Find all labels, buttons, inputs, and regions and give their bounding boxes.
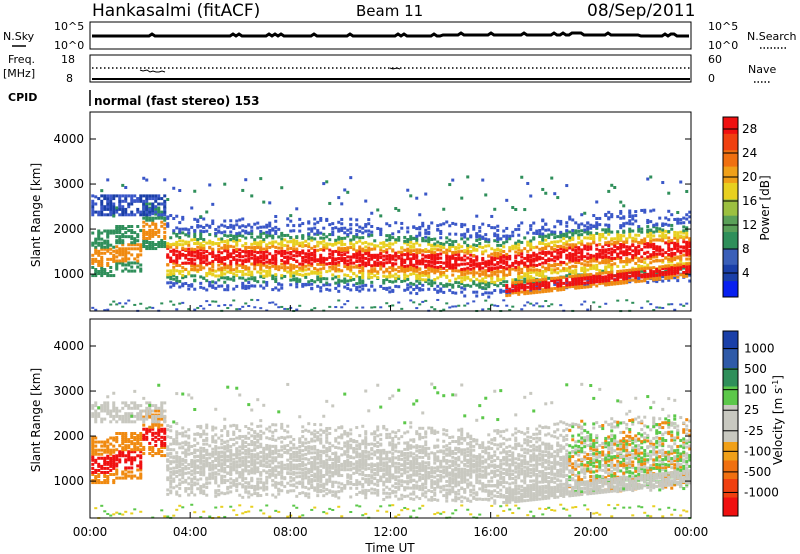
freq-panel: Freq. [MHz] 18 8 60 0 Nave <box>3 53 776 85</box>
nsky-lo-tick: 10^0 <box>54 39 84 52</box>
x-tick-label: 00:00 <box>674 525 709 539</box>
power-cbar-segment <box>723 198 738 216</box>
velocity-cbar-segment <box>723 460 738 480</box>
nave-lo-tick: 0 <box>708 72 715 85</box>
power-cbar-segment <box>723 133 738 151</box>
velocity-cbar-tick-label: -1000 <box>744 485 779 499</box>
nave-hi-tick: 60 <box>708 53 722 66</box>
x-tick-label: 08:00 <box>273 525 308 539</box>
power-cbar-segment <box>723 166 738 183</box>
velocity-cbar-tick-label: -500 <box>744 465 771 479</box>
cpid-label: CPID <box>8 91 37 104</box>
velocity-cbar-segment <box>723 497 738 517</box>
velocity-data-layer <box>91 382 692 520</box>
velocity-cbar-segment <box>723 423 738 443</box>
power-cbar-segment <box>723 149 738 167</box>
y-tick-label: 4000 <box>53 339 84 353</box>
time-axis-label: Time UT <box>364 541 415 554</box>
velocity-cbar-segment <box>723 368 738 387</box>
power-cbar-segment <box>723 231 738 249</box>
date-label: 08/Sep/2011 <box>587 1 695 21</box>
freq-lo-tick: 8 <box>66 72 73 85</box>
power-cbar-tick-label: 16 <box>742 194 757 208</box>
velocity-cbar-segment <box>723 479 738 498</box>
nsearch-label: N.Search <box>747 30 797 43</box>
cpid-row: CPID normal (fast stereo) 153 <box>8 90 260 108</box>
nave-label: Nave <box>748 63 776 76</box>
velocity-y-ticks: 1000 2000 3000 4000 <box>53 339 691 488</box>
velocity-ylabel: Slant Range [km] <box>29 368 43 472</box>
x-tick-label: 04:00 <box>173 525 208 539</box>
velocity-cbar-segment <box>723 349 738 369</box>
nsearch-lo-tick: 10^0 <box>708 39 738 52</box>
velocity-cbar-segment <box>723 331 738 350</box>
nsky-panel: N.Sky 10^5 10^0 10^5 10^0 N.Search <box>3 20 797 52</box>
power-cbar-tick-label: 8 <box>742 242 750 256</box>
velocity-x-ticks: 00:00 04:00 08:00 12:00 16:00 20:00 00:00 <box>73 305 709 539</box>
nsearch-hi-tick: 10^5 <box>708 20 738 33</box>
y-tick-label: 1000 <box>53 474 84 488</box>
plot-title: Hankasalmi (fitACF) <box>92 1 260 21</box>
power-data-layer <box>91 175 692 313</box>
x-tick-label: 20:00 <box>574 525 609 539</box>
y-tick-label: 3000 <box>53 384 84 398</box>
velocity-cbar-tick-label: 1000 <box>744 342 775 356</box>
power-y-ticks: 1000 2000 3000 4000 <box>53 132 691 281</box>
power-cbar-tick-label: 24 <box>742 146 757 160</box>
power-panel: 1000 2000 3000 4000 Slant Range [km] <box>29 111 692 313</box>
freq-unit: [MHz] <box>3 67 35 80</box>
power-cbar-tick-label: 4 <box>742 266 750 280</box>
velocity-colorbar: 1000 500 100 25 -25 -100 -500 -1000 Velocity [m… <box>722 330 786 517</box>
x-tick-label: 12:00 <box>373 525 408 539</box>
nsky-trace <box>92 31 689 38</box>
velocity-cbar-tick-label: 25 <box>744 403 759 417</box>
velocity-cbar-tick-label: -100 <box>744 444 771 458</box>
beam-label: Beam 11 <box>356 2 423 20</box>
velocity-cbar-label: Velocity [m s-1] <box>771 375 786 465</box>
velocity-panel: 1000 2000 3000 4000 00:00 04:00 08:00 12:00 16:… <box>29 305 708 554</box>
freq-label: Freq. <box>8 53 35 66</box>
velocity-cbar-tick-label: 100 <box>744 383 767 397</box>
nsky-hi-tick: 10^5 <box>54 20 84 33</box>
velocity-cbar-segment <box>723 405 738 424</box>
freq-hi-tick: 18 <box>61 53 75 66</box>
power-cbar-segment <box>723 117 738 134</box>
power-cbar-tick-label: 12 <box>742 218 757 232</box>
y-tick-label: 2000 <box>53 429 84 443</box>
power-cbar-segment <box>723 182 738 200</box>
y-tick-label: 2000 <box>53 222 84 236</box>
cpid-text: normal (fast stereo) 153 <box>94 94 260 108</box>
power-cbar-tick-label: 28 <box>742 122 757 136</box>
velocity-cbar-segment <box>723 386 738 406</box>
power-cbar-tick-label: 20 <box>742 170 757 184</box>
velocity-cbar-label-exp: -1 <box>771 380 780 388</box>
power-cbar-label: Power [dB] <box>758 175 772 240</box>
power-ylabel: Slant Range [km] <box>29 163 43 267</box>
y-tick-label: 3000 <box>53 177 84 191</box>
power-cbar-segment <box>723 280 738 298</box>
y-tick-label: 1000 <box>53 267 84 281</box>
y-tick-label: 4000 <box>53 132 84 146</box>
x-tick-label: 00:00 <box>73 525 108 539</box>
power-colorbar: 4 8 12 16 20 24 28 Power [dB] <box>722 116 772 298</box>
velocity-cbar-tick-label: -25 <box>744 424 764 438</box>
x-tick-label: 16:00 <box>473 525 508 539</box>
velocity-cbar-label-main: Velocity [m s <box>771 388 785 465</box>
power-cbar-segment <box>723 247 738 265</box>
velocity-cbar-tick-label: 500 <box>744 362 767 376</box>
nsky-label: N.Sky <box>3 30 35 43</box>
power-cbar-segment <box>723 215 738 233</box>
